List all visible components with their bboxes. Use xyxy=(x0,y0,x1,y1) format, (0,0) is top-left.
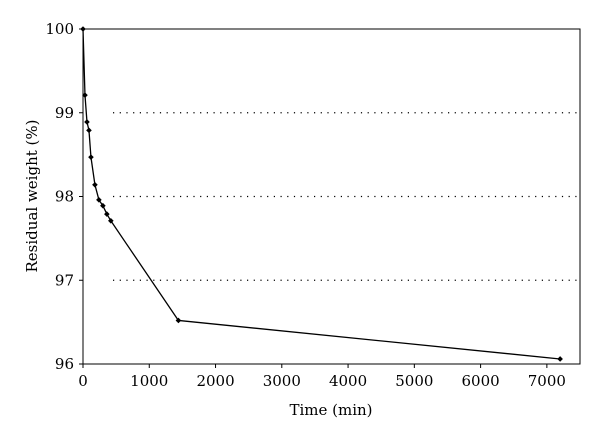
x-tick-label: 0 xyxy=(78,372,88,390)
y-tick-label: 98 xyxy=(55,188,74,206)
x-tick-label: 4000 xyxy=(329,372,367,390)
data-point xyxy=(108,217,114,224)
x-tick-label: 1000 xyxy=(130,372,168,390)
data-point xyxy=(175,317,182,324)
y-tick-label: 97 xyxy=(55,271,74,289)
y-tick-label: 100 xyxy=(45,20,74,38)
x-tick-label: 6000 xyxy=(462,372,500,390)
x-axis-title: Time (min) xyxy=(289,401,372,419)
data-point xyxy=(86,127,92,134)
data-point xyxy=(104,211,110,217)
y-tick-label: 96 xyxy=(55,355,74,373)
data-point xyxy=(84,119,90,125)
series-line xyxy=(82,28,561,360)
data-point xyxy=(100,202,106,209)
x-tick-labels: 0 1000 2000 3000 4000 5000 6000 7000 xyxy=(78,372,566,390)
data-point xyxy=(92,181,98,188)
y-tick-label: 99 xyxy=(55,104,74,122)
axis-ticks xyxy=(79,28,548,368)
x-tick-label: 5000 xyxy=(395,372,433,390)
data-point xyxy=(96,197,102,203)
data-point xyxy=(82,92,88,98)
y-axis-title: Residual weight (%) xyxy=(23,120,41,273)
x-tick-label: 3000 xyxy=(263,372,301,390)
x-tick-label: 2000 xyxy=(196,372,234,390)
series-layer xyxy=(80,26,563,362)
y-tick-labels: 96 97 98 99 100 xyxy=(45,20,74,373)
plot-frame xyxy=(82,28,581,365)
data-point xyxy=(557,356,563,362)
gridlines xyxy=(113,112,580,281)
data-point xyxy=(88,154,94,160)
x-tick-label: 7000 xyxy=(528,372,566,390)
data-point xyxy=(80,26,86,32)
